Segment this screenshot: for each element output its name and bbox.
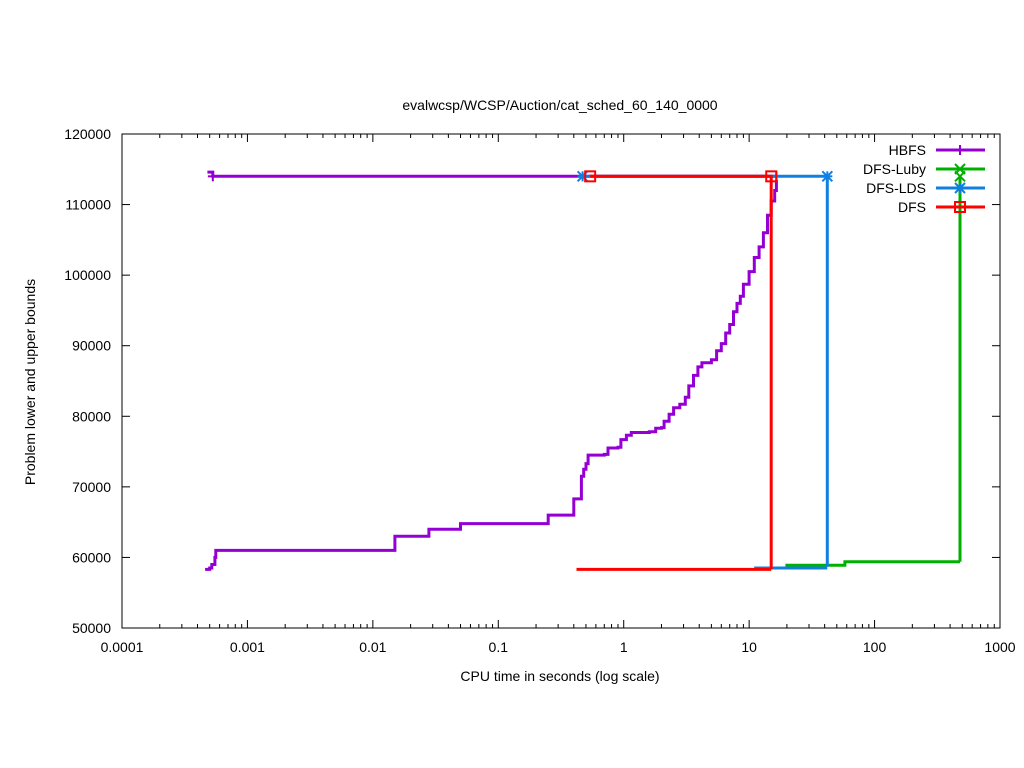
chart-title: evalwcsp/WCSP/Auction/cat_sched_60_140_0… <box>402 97 717 113</box>
marker-stroke <box>584 170 597 183</box>
marker-stroke <box>954 201 966 213</box>
y-tick-label: 110000 <box>65 197 111 213</box>
plot-series <box>205 170 966 571</box>
series-dfs-lds-upper-bound-line <box>582 174 829 567</box>
legend-label: HBFS <box>889 142 926 158</box>
legend-swatch-marker <box>955 145 965 155</box>
legend-swatch-marker <box>954 182 966 194</box>
plot-frame <box>121 133 1001 629</box>
legend-item-dfs-luby: DFS-Luby <box>863 161 985 177</box>
axes: 50000 60000 70000 80000 90000 100000 110000 120… <box>64 126 1015 655</box>
y-tick-label: 80000 <box>72 408 111 424</box>
series-dfs <box>576 170 778 571</box>
series-hbfs-point <box>207 171 218 182</box>
y-tick-label: 70000 <box>72 479 111 495</box>
marker-stroke <box>954 163 966 175</box>
x-axis-label: CPU time in seconds (log scale) <box>460 668 659 684</box>
y-tick-label: 90000 <box>72 338 111 354</box>
x-tick-label: 100 <box>863 639 887 655</box>
legend: HBFS DFS-Luby DFS-LDS DFS <box>863 142 985 215</box>
legend-swatch-marker <box>954 163 966 175</box>
series-dfs-lds <box>576 170 834 570</box>
x-tick-label: 10 <box>741 639 757 655</box>
legend-item-dfs-lds: DFS-LDS <box>866 180 985 196</box>
x-tick-label: 0.1 <box>489 639 509 655</box>
marker-stroke <box>954 182 966 194</box>
series-hbfs-lower-bound-line <box>205 179 778 571</box>
legend-item-dfs: DFS <box>898 199 985 215</box>
series-dfs-point <box>584 170 597 183</box>
x-tick-label: 1000 <box>984 639 1015 655</box>
legend-label: DFS-LDS <box>866 180 926 196</box>
series-dfs-upper-bound-line <box>590 174 773 570</box>
series-hbfs <box>205 170 782 571</box>
marker-stroke <box>821 170 834 183</box>
legend-label: DFS <box>898 199 926 215</box>
series-dfs-lds-point <box>821 170 834 183</box>
y-tick-label: 50000 <box>72 620 111 636</box>
x-tick-label: 0.01 <box>359 639 386 655</box>
x-tick-label: 1 <box>620 639 628 655</box>
legend-item-hbfs: HBFS <box>889 142 985 158</box>
series-dfs-luby <box>754 170 966 570</box>
y-tick-label: 120000 <box>64 126 111 142</box>
marker-stroke <box>765 170 778 183</box>
x-tick-label: 0.0001 <box>101 639 144 655</box>
x-tick-label: 0.001 <box>230 639 265 655</box>
legend-label: DFS-Luby <box>863 161 926 177</box>
y-tick-label: 100000 <box>64 267 111 283</box>
y-tick-label: 60000 <box>72 549 111 565</box>
y-axis-label: Problem lower and upper bounds <box>22 279 38 485</box>
legend-swatch-marker <box>954 201 966 213</box>
series-dfs-point <box>765 170 778 183</box>
